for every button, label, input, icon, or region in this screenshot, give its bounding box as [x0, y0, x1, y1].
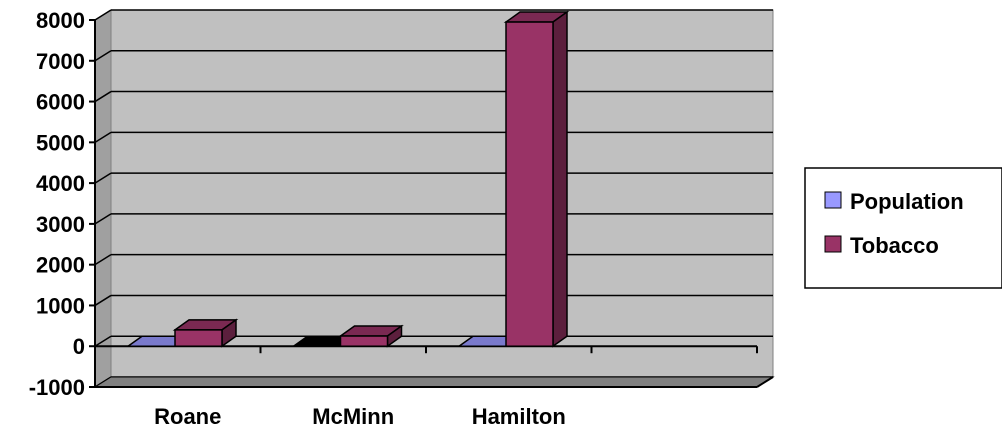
legend-label-population: Population: [850, 189, 964, 214]
x-category-label: Roane: [154, 404, 221, 429]
gridline-side: [94, 9, 112, 21]
back-wall: [110, 9, 774, 378]
gridline-side: [94, 90, 112, 103]
side-wall: [94, 9, 112, 388]
y-tick-label: 8000: [36, 8, 85, 33]
y-tick-label: 5000: [36, 130, 85, 155]
plot-floor: [93, 376, 775, 388]
y-tick-label: 1000: [36, 293, 85, 318]
floor: [93, 376, 775, 388]
y-tick-label: 0: [73, 334, 85, 359]
legend-label-tobacco: Tobacco: [850, 233, 939, 258]
y-tick-label: 6000: [36, 90, 85, 115]
legend-box: [804, 167, 1002, 289]
gridline-side: [94, 50, 112, 62]
gridline-side: [94, 294, 112, 307]
bar-tobacco-roane: [172, 318, 239, 348]
y-tick-label: 4000: [36, 171, 85, 196]
gridline-side: [94, 131, 112, 143]
y-axis-tick-labels: -1000 0 1000 2000 3000 4000 5000 6000 7000 8000: [29, 8, 95, 400]
gridline-side: [94, 335, 112, 347]
y-tick-label: 7000: [36, 49, 85, 74]
y-tick-label: 3000: [36, 212, 85, 237]
bar-tobacco-hamilton: [503, 10, 570, 348]
gridlines: [94, 9, 773, 388]
gridline-side: [94, 213, 112, 225]
bars: [125, 10, 570, 348]
y-tick-label: 2000: [36, 253, 85, 278]
x-category-label: McMinn: [312, 404, 394, 429]
plot-wall: [94, 9, 774, 388]
legend: Population Tobacco: [804, 167, 1002, 289]
gridline-side: [94, 172, 112, 184]
legend-swatch-population: [824, 191, 842, 209]
bar-tobacco-mcminn: [338, 324, 404, 348]
x-axis-category-labels: Roane McMinn Hamilton: [154, 404, 566, 429]
legend-swatch-tobacco: [824, 235, 842, 253]
y-tick-label: -1000: [29, 375, 85, 400]
floor-edge: [756, 376, 774, 388]
x-category-label: Hamilton: [472, 404, 566, 429]
gridline-side: [94, 254, 112, 266]
